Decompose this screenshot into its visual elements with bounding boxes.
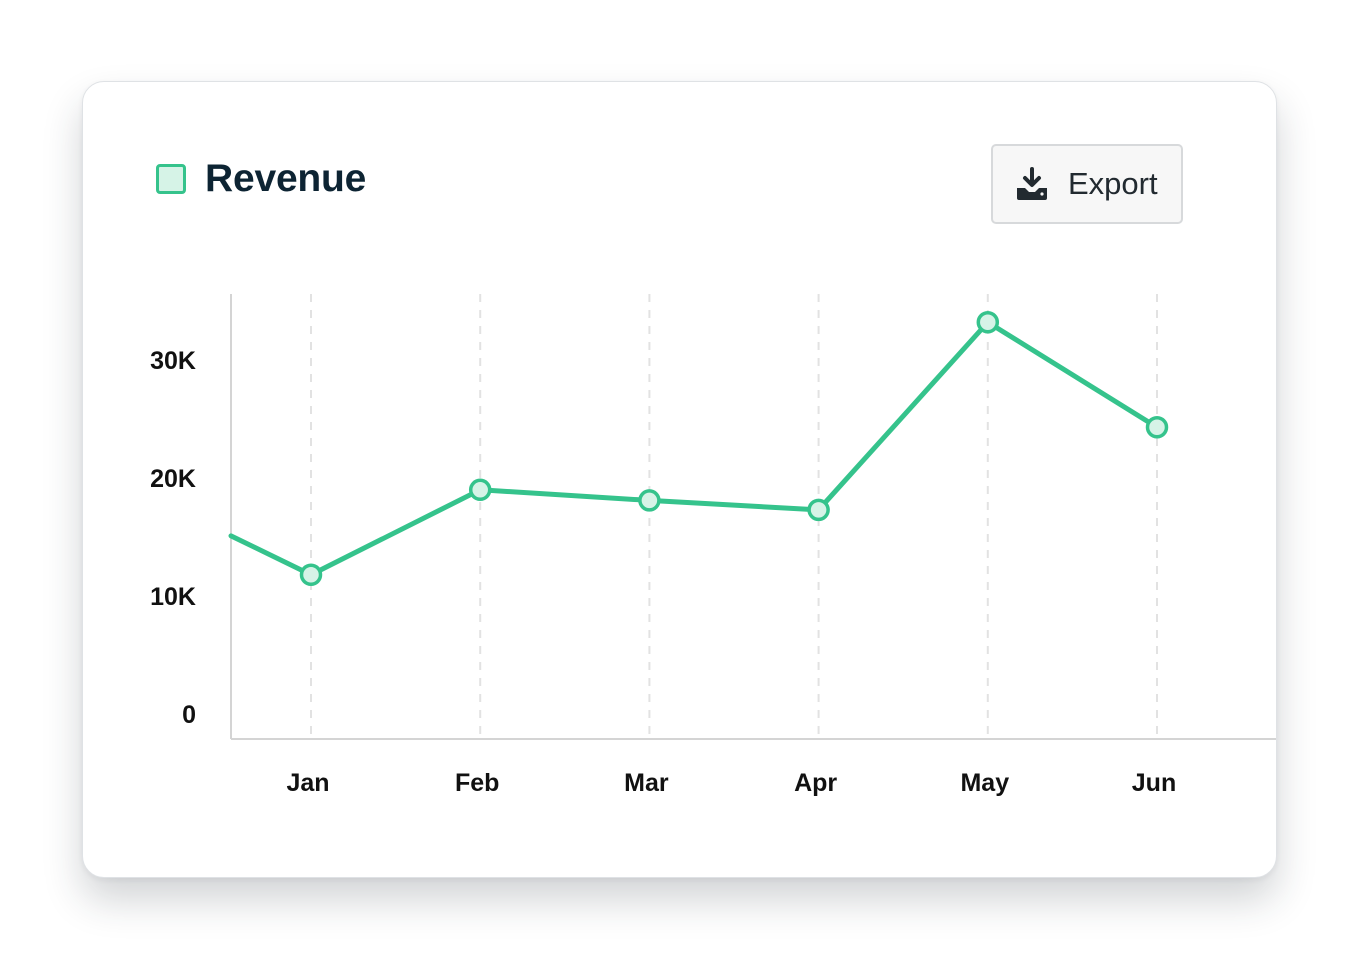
legend-label: Revenue	[205, 157, 367, 200]
y-tick-label: 10K	[150, 583, 196, 611]
x-tick-label: Feb	[455, 769, 499, 797]
data-point-may	[976, 310, 1000, 334]
x-tick-label: Apr	[794, 769, 837, 797]
series-line	[228, 319, 1160, 578]
download-icon	[1017, 167, 1047, 200]
data-point-jan	[299, 563, 323, 587]
y-tick-label: 0	[182, 701, 196, 729]
x-tick-label: May	[960, 769, 1009, 797]
legend-swatch	[156, 164, 186, 194]
x-tick-label: Mar	[624, 769, 669, 797]
line-chart: 0 10K 20K 30K Jan Feb Mar Apr May Jun	[150, 294, 1276, 797]
data-point-jun	[1145, 416, 1169, 439]
chart-card: Revenue Export 0 10K 20K 30K Jan Feb Mar Apr May…	[82, 81, 1277, 878]
x-tick-label: Jan	[286, 769, 329, 797]
data-point-apr	[807, 498, 830, 522]
data-point-feb	[468, 478, 492, 502]
x-tick-label: Jun	[1132, 769, 1176, 797]
export-button[interactable]: Export	[991, 144, 1183, 224]
data-point-mar	[638, 489, 661, 512]
export-label: Export	[1068, 166, 1158, 201]
y-tick-label: 20K	[150, 465, 196, 493]
legend[interactable]: Revenue	[156, 157, 366, 201]
y-tick-label: 30K	[150, 347, 196, 375]
